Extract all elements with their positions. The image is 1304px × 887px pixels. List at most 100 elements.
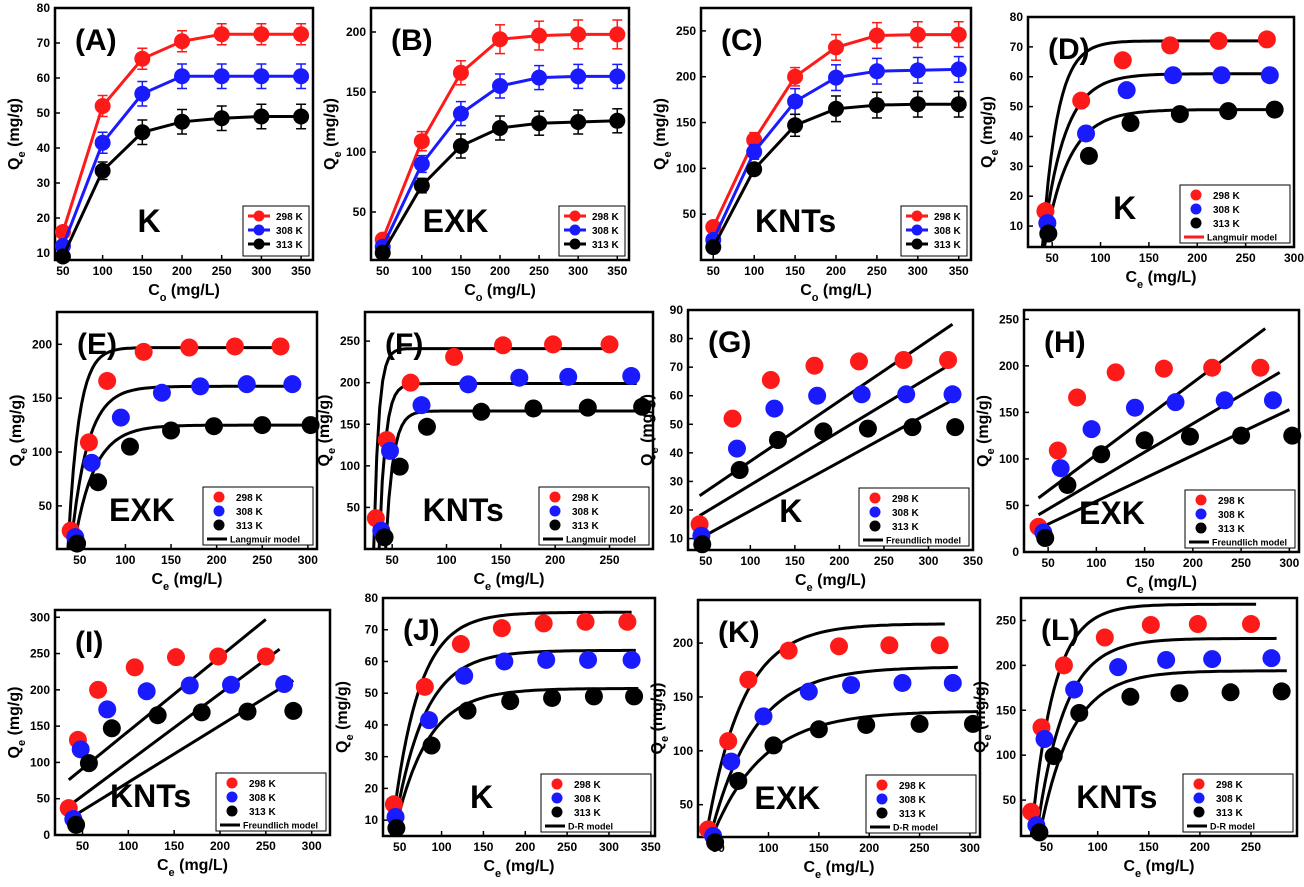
data-point-313k <box>67 815 86 834</box>
data-point-313k <box>284 701 303 720</box>
data-point-298k <box>1141 615 1160 634</box>
legend-entry: 313 K <box>276 240 303 251</box>
x-tick-label: 100 <box>758 841 778 855</box>
data-point-308k <box>380 441 399 460</box>
x-tick-label: 50 <box>393 840 407 854</box>
y-tick-label: 200 <box>676 70 696 84</box>
fit-curve-3 <box>384 409 648 550</box>
y-axis-label: Qe (mg/g) <box>316 395 338 467</box>
data-point-313k <box>746 161 763 178</box>
panel-l: 50 100 150 200 250 50 100 150 200 250 Ce (mg/L) Qe … <box>972 596 1299 880</box>
x-tick-label: 250 <box>1241 840 1261 854</box>
y-tick-label: 30 <box>1010 159 1024 173</box>
legend-entry: 298 K <box>249 779 276 790</box>
y-tick-label: 40 <box>670 446 684 460</box>
data-point-308k <box>622 650 641 669</box>
data-point-308k <box>94 134 111 151</box>
data-point-313k <box>1265 100 1284 119</box>
x-tick-label: 150 <box>1135 556 1155 570</box>
data-point-298k <box>1203 358 1222 377</box>
data-point-308k <box>1082 420 1101 439</box>
plot-frame <box>1026 15 1296 249</box>
data-point-308k <box>531 69 548 86</box>
legend-entry: 298 K <box>1216 780 1243 791</box>
data-point-308k <box>579 650 598 669</box>
x-tick-label: 200 <box>829 554 849 568</box>
x-tick-label: 100 <box>744 264 764 278</box>
legend: 298 K 308 K 313 K D-R model <box>1182 773 1294 833</box>
data-point-308k <box>868 63 885 80</box>
data-point-298k <box>761 371 780 389</box>
y-tick-label: 80 <box>670 332 684 346</box>
data-point-313k <box>543 688 562 707</box>
legend-entry: 298 K <box>276 212 303 223</box>
y-tick-label: 200 <box>30 683 50 697</box>
legend-entry: 298 K <box>934 212 961 223</box>
x-tick-label: 350 <box>641 840 661 854</box>
data-point-298k <box>609 26 626 43</box>
x-tick-label: 50 <box>385 553 399 567</box>
legend-swatch <box>551 806 563 818</box>
data-point-313k <box>1036 529 1055 548</box>
material-label: EXK <box>423 203 489 239</box>
material-label: EXK <box>754 780 820 816</box>
data-point-313k <box>705 239 722 256</box>
legend-fit-label: D-R model <box>1210 822 1255 832</box>
material-label: K <box>470 779 493 815</box>
data-point-313k <box>1030 823 1049 842</box>
plot-frame <box>53 608 332 837</box>
legend-entry: 308 K <box>592 226 619 237</box>
data-point-308k <box>943 673 962 692</box>
fit-curve-2 <box>708 665 958 838</box>
data-point-298k <box>134 342 153 361</box>
data-point-298k <box>1054 656 1073 675</box>
data-point-313k <box>787 117 804 134</box>
y-tick-label: 30 <box>365 750 379 764</box>
data-point-298k <box>600 335 619 354</box>
y-tick-label: 100 <box>32 445 52 459</box>
data-point-308k <box>213 68 230 85</box>
data-point-298k <box>452 64 469 81</box>
fit-curve-1 <box>1041 39 1272 248</box>
data-point-298k <box>930 636 949 655</box>
data-point-298k <box>868 27 885 44</box>
material-label: EXK <box>1079 495 1145 531</box>
legend-swatch <box>253 224 265 236</box>
x-tick-label: 200 <box>172 264 192 278</box>
x-tick-label: 100 <box>118 839 138 853</box>
data-point-308k <box>1164 66 1183 85</box>
x-axis-label: Co (mg/L) <box>800 282 872 304</box>
data-point-313k <box>452 138 469 154</box>
x-tick-label: 200 <box>515 840 535 854</box>
data-point-313k <box>89 473 108 492</box>
data-point-308k <box>492 78 508 94</box>
legend-swatch <box>876 793 888 805</box>
data-point-298k <box>1154 359 1173 378</box>
data-point-308k <box>1109 658 1128 677</box>
panel-label: (D) <box>1048 33 1090 66</box>
y-tick-label: 50 <box>353 205 367 219</box>
panel-label: (I) <box>75 626 103 659</box>
y-tick-label: 10 <box>1010 219 1024 233</box>
x-tick-label: 200 <box>1187 251 1207 265</box>
data-point-308k <box>746 143 763 160</box>
data-point-308k <box>459 375 478 394</box>
legend-entry: 298 K <box>574 780 601 791</box>
legend-fit-label: Langmuir model <box>1207 233 1277 243</box>
data-point-313k <box>148 706 167 725</box>
data-point-298k <box>544 335 563 354</box>
legend-swatch <box>253 210 265 222</box>
x-tick-label: 300 <box>302 839 322 853</box>
data-point-298k <box>134 50 151 67</box>
data-point-308k <box>420 711 439 730</box>
panel-j: 50 100 150 200 250 300 350 10 20 30 40 50 60 70 80 Ce (… <box>334 591 661 880</box>
data-point-298k <box>723 409 742 428</box>
legend-entry: 298 K <box>892 494 919 505</box>
data-point-298k <box>253 26 270 43</box>
data-point-308k <box>1065 680 1084 699</box>
data-point-313k <box>910 714 929 733</box>
legend: 298 K 308 K 313 K Freundlich model <box>215 772 327 832</box>
data-point-308k <box>111 408 130 427</box>
legend-entry: 298 K <box>236 493 263 504</box>
legend-swatch <box>1193 792 1205 804</box>
